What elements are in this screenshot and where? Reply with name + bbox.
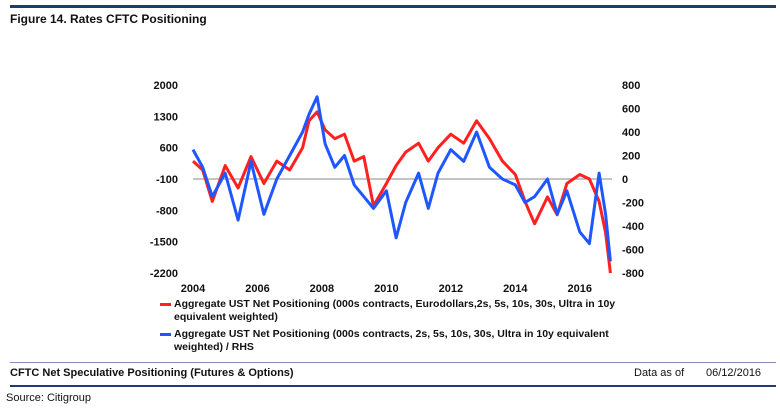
left-axis-tick-label: -1500 <box>150 237 178 249</box>
footer-rule <box>10 362 776 363</box>
series-line-red <box>191 110 612 274</box>
top-rule <box>10 5 776 8</box>
legend-swatch-blue <box>160 333 171 336</box>
data-as-of-date: 06/12/2016 <box>706 367 762 379</box>
left-axis-tick-label: 1300 <box>154 111 178 123</box>
x-axis-tick-label: 2014 <box>503 283 528 295</box>
right-axis-tick-label: 600 <box>622 104 640 116</box>
x-axis-tick-label: 2004 <box>181 283 206 295</box>
data-as-of-label: Data as of <box>634 367 685 379</box>
legend-label-red: Aggregate UST Net Positioning (000s cont… <box>174 298 616 323</box>
right-axis-tick-label: -800 <box>622 268 644 280</box>
footer-title: CFTC Net Speculative Positioning (Future… <box>10 367 294 379</box>
series-line-blue <box>191 95 612 262</box>
x-axis-tick-label: 2012 <box>439 283 463 295</box>
footer-rule-bottom <box>10 385 776 387</box>
legend-item-blue: Aggregate UST Net Positioning (000s cont… <box>160 328 640 354</box>
right-axis-tick-label: -200 <box>622 198 644 210</box>
left-axis-tick-label: 2000 <box>154 80 178 92</box>
x-axis-tick-label: 2006 <box>245 283 269 295</box>
chart-legend: Aggregate UST Net Positioning (000s cont… <box>160 298 640 358</box>
legend-label-blue: Aggregate UST Net Positioning (000s cont… <box>174 328 609 353</box>
source-note: Source: Citigroup <box>6 392 91 404</box>
legend-swatch-red <box>160 303 171 306</box>
left-axis-tick-label: -2200 <box>150 268 178 280</box>
x-axis-tick-label: 2010 <box>374 283 398 295</box>
x-axis-tick-label: 2008 <box>310 283 334 295</box>
x-axis-tick-label: 2016 <box>568 283 592 295</box>
chart-axes: 20001300600-100-800-1500-220080060040020… <box>150 80 644 295</box>
legend-item-red: Aggregate UST Net Positioning (000s cont… <box>160 298 640 324</box>
left-axis-tick-label: 600 <box>160 143 178 155</box>
right-axis-tick-label: 0 <box>622 174 628 186</box>
left-axis-tick-label: -100 <box>156 174 178 186</box>
right-axis-tick-label: 800 <box>622 80 640 92</box>
right-axis-tick-label: 400 <box>622 127 640 139</box>
right-axis-tick-label: -600 <box>622 245 644 257</box>
figure-title: Figure 14. Rates CFTC Positioning <box>10 12 207 26</box>
right-axis-tick-label: -400 <box>622 221 644 233</box>
right-axis-tick-label: 200 <box>622 151 640 163</box>
left-axis-tick-label: -800 <box>156 205 178 217</box>
chart-series <box>191 95 612 274</box>
